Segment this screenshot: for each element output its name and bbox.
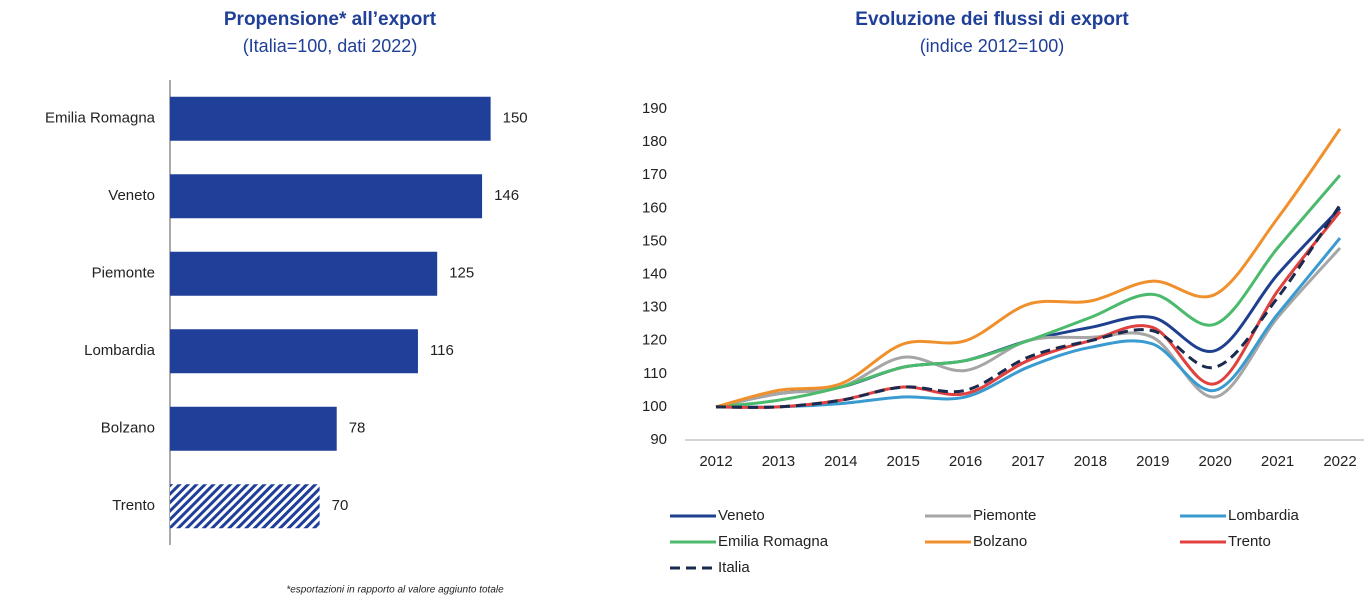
y-tick-label: 130 [642, 299, 667, 316]
legend-label: Emilia Romagna [718, 533, 829, 550]
x-tick-label: 2013 [762, 453, 795, 470]
bar [170, 329, 418, 374]
legend-label: Veneto [718, 507, 765, 524]
legend-label: Trento [1228, 533, 1271, 550]
bar [170, 174, 483, 219]
y-tick-label: 110 [643, 365, 667, 382]
x-tick-label: 2018 [1074, 453, 1107, 470]
value-label: 78 [349, 420, 366, 437]
bar [170, 484, 320, 529]
bar [170, 96, 491, 141]
x-tick-label: 2016 [949, 453, 982, 470]
x-tick-label: 2012 [699, 453, 732, 470]
x-tick-label: 2019 [1136, 453, 1169, 470]
legend-label: Bolzano [973, 533, 1027, 550]
line [715, 237, 1342, 409]
legend-label: Italia [718, 559, 750, 576]
y-tick-label: Piemonte [92, 265, 155, 282]
y-tick-label: 170 [642, 166, 667, 183]
y-tick-label: Trento [112, 497, 155, 514]
value-label: 125 [449, 265, 474, 282]
footnote: *esportazioni in rapporto al valore aggi… [286, 585, 504, 596]
y-tick-label: 140 [642, 265, 667, 282]
chart-title: Propensione* all’export [224, 9, 437, 30]
line [715, 204, 1342, 409]
y-tick-label: Bolzano [101, 420, 155, 437]
chart-title: Evoluzione dei flussi di export [855, 9, 1129, 30]
value-label: 150 [503, 110, 528, 127]
y-tick-label: 90 [650, 431, 667, 448]
value-label: 116 [430, 342, 454, 359]
x-tick-label: 2020 [1199, 453, 1232, 470]
y-tick-label: Emilia Romagna [45, 110, 156, 127]
x-tick-label: 2014 [824, 453, 857, 470]
bar [170, 406, 337, 451]
legend-label: Lombardia [1228, 507, 1300, 524]
y-tick-label: 100 [642, 398, 667, 415]
x-tick-label: 2015 [887, 453, 920, 470]
y-tick-label: 180 [642, 133, 667, 150]
bar [170, 251, 438, 296]
line [715, 128, 1342, 409]
line [715, 210, 1342, 409]
chart-subtitle: (indice 2012=100) [920, 36, 1065, 56]
y-tick-label: Veneto [108, 187, 155, 204]
y-tick-label: 190 [642, 100, 667, 117]
x-tick-label: 2022 [1323, 453, 1356, 470]
y-tick-label: 150 [642, 232, 667, 249]
y-tick-label: Lombardia [84, 342, 156, 359]
y-tick-label: 160 [642, 199, 667, 216]
legend-label: Piemonte [973, 507, 1036, 524]
x-tick-label: 2017 [1011, 453, 1044, 470]
x-tick-label: 2021 [1261, 453, 1294, 470]
line [715, 207, 1342, 409]
chart-subtitle: (Italia=100, dati 2022) [243, 36, 418, 56]
value-label: 70 [332, 497, 349, 514]
y-tick-label: 120 [642, 332, 667, 349]
value-label: 146 [494, 187, 519, 204]
line [715, 174, 1342, 409]
line [715, 247, 1342, 409]
